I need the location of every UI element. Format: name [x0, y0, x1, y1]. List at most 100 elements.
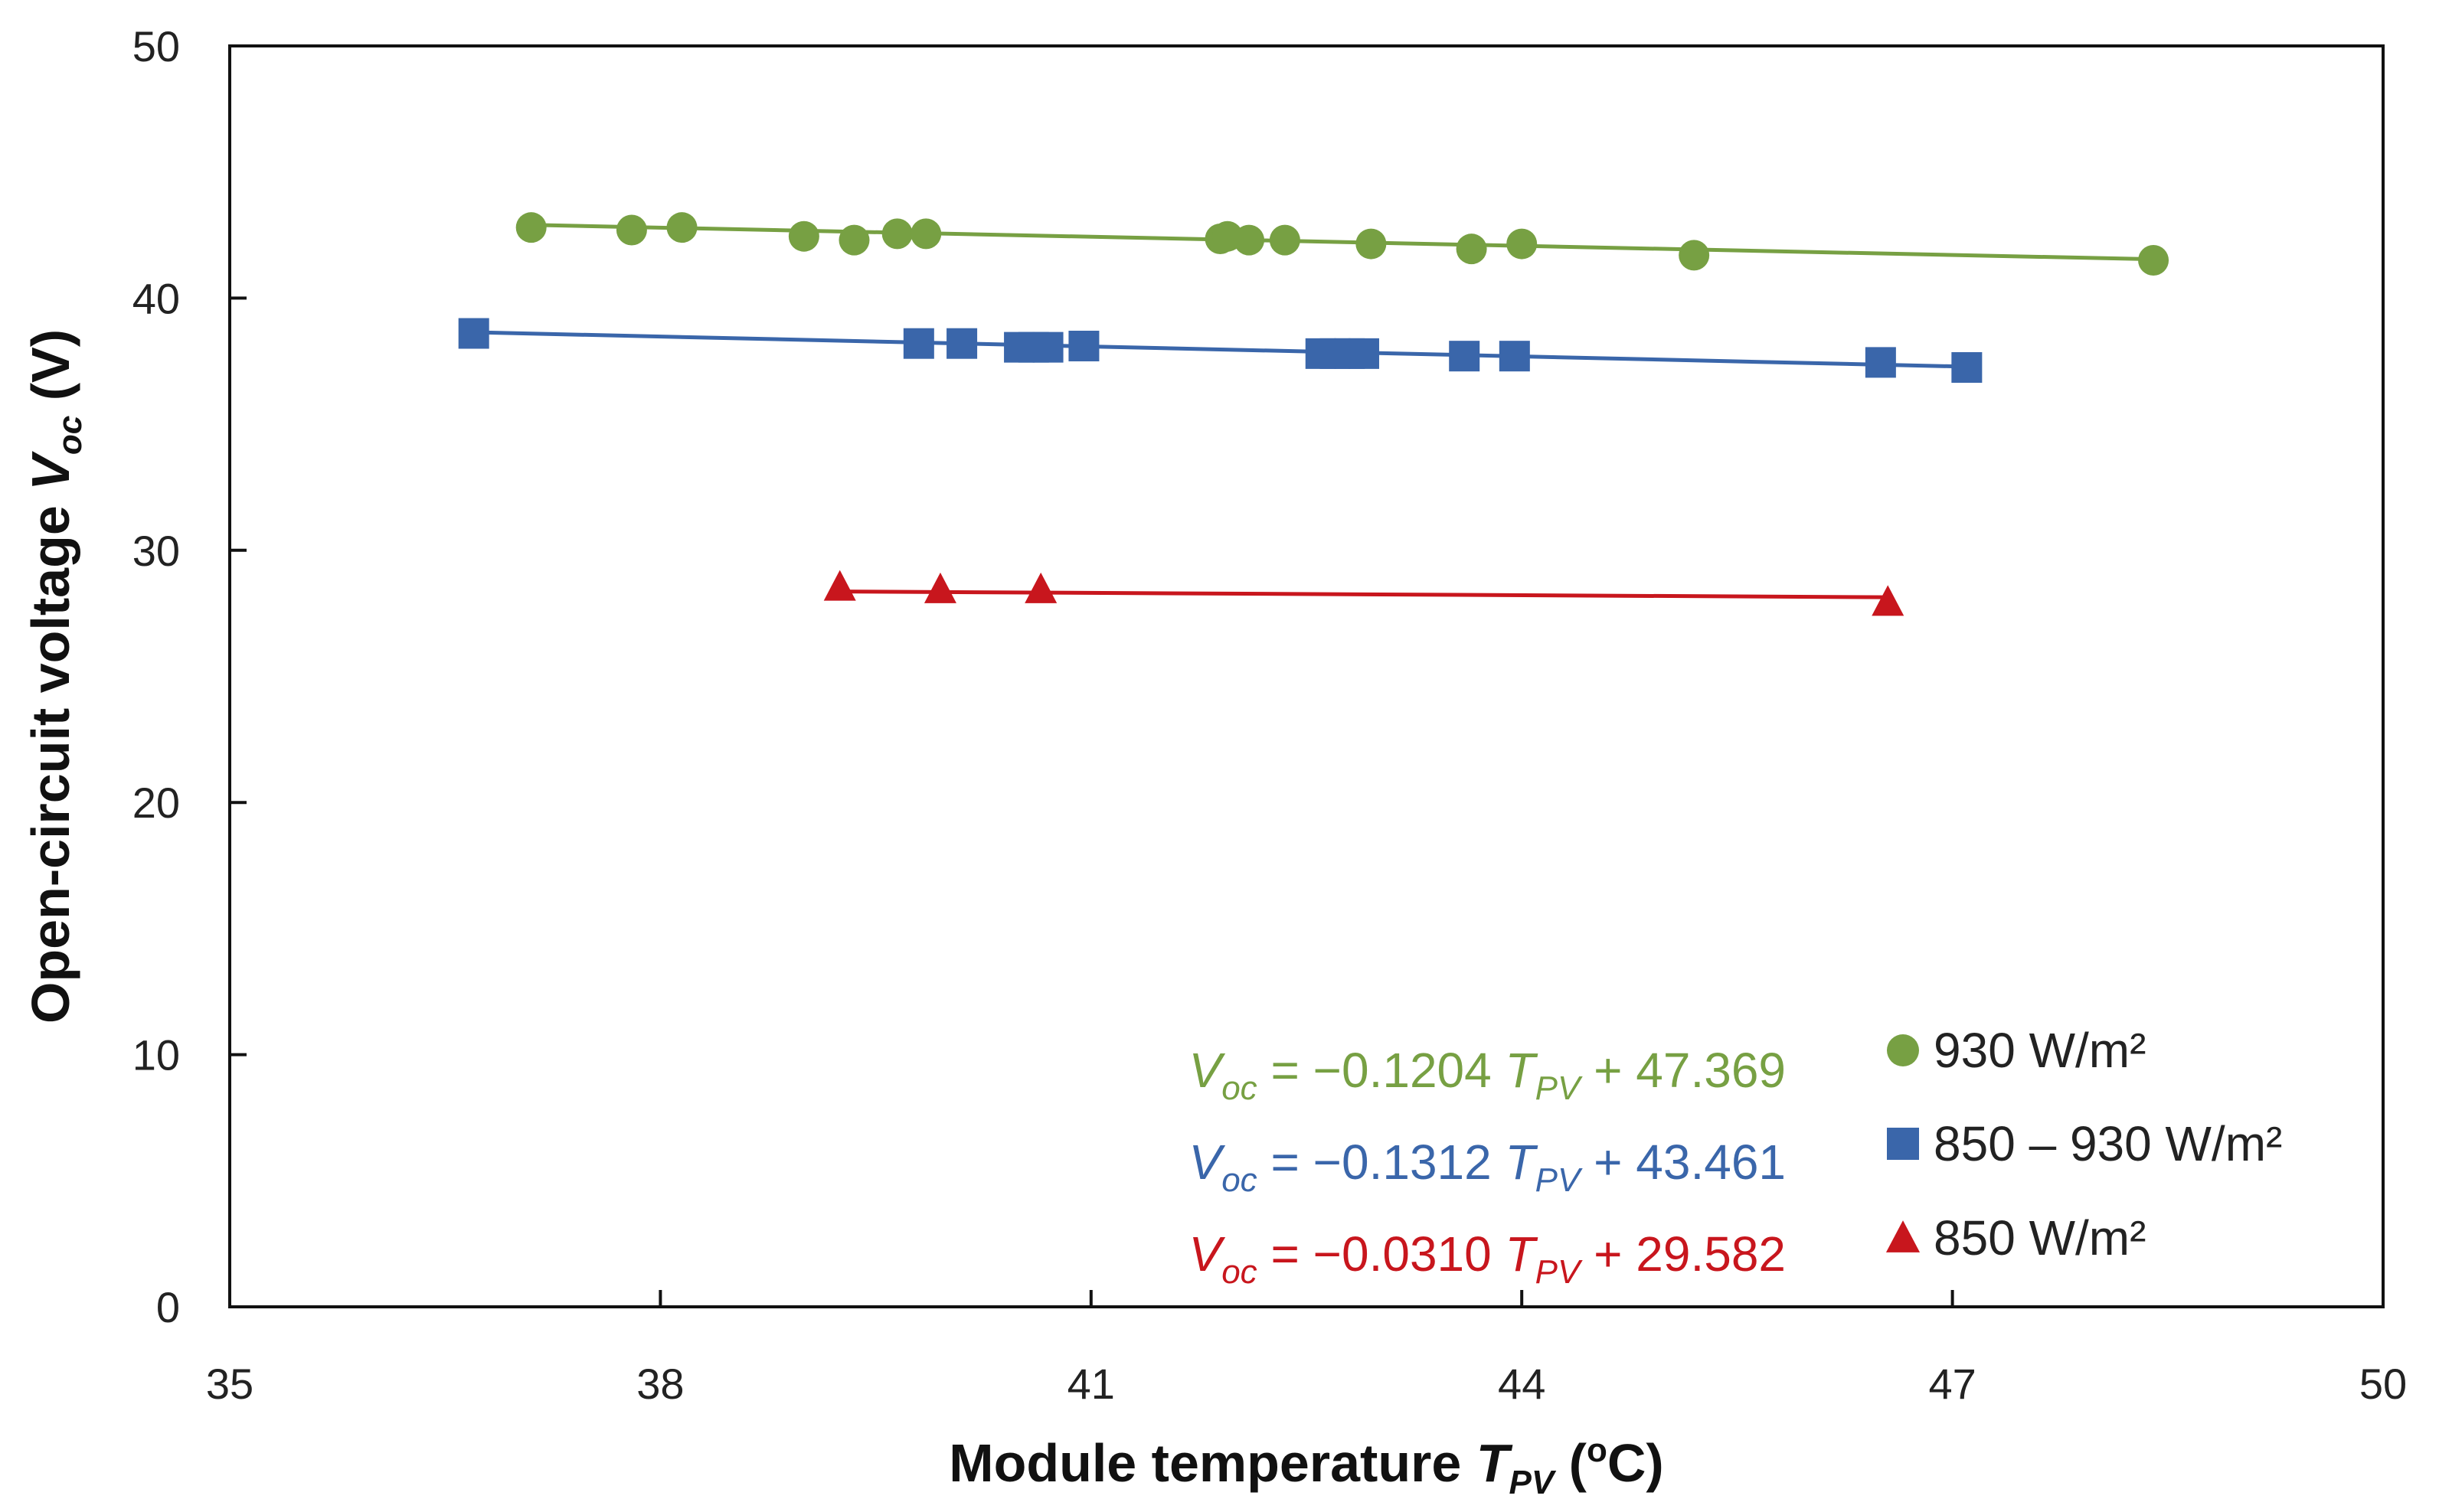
y-axis-title-text: Open-circuit voltage	[21, 491, 80, 1024]
equation-triangle: Voc = −0.0310 TPV + 29.582	[1189, 1226, 1787, 1291]
data-point-circle	[616, 214, 647, 246]
data-point-circle	[788, 220, 819, 252]
equation-variable: T	[1506, 1135, 1538, 1190]
data-point-circle	[911, 218, 942, 250]
equation-lhs: V	[1189, 1135, 1226, 1190]
data-points-layer	[458, 212, 2169, 616]
data-point-square	[1032, 331, 1064, 363]
x-tick-label: 38	[636, 1360, 684, 1408]
plot-frame	[228, 44, 2385, 1308]
x-axis-title-symbol: T	[1476, 1433, 1513, 1493]
equation-equals: =	[1257, 1226, 1313, 1282]
equation-equals: =	[1257, 1135, 1313, 1190]
equation-lhs: V	[1189, 1043, 1226, 1098]
y-tick-label: 0	[156, 1283, 180, 1331]
y-axis-title-symbol: V	[21, 451, 80, 491]
x-axis-title: Module temperature TPV (oC)	[949, 1432, 1663, 1501]
equation-lhs: V	[1189, 1226, 1226, 1282]
y-tick-label: 20	[132, 779, 180, 827]
data-point-circle	[666, 212, 698, 243]
equation-plus: +	[1580, 1135, 1636, 1190]
legend-marker-square	[1887, 1128, 1919, 1160]
y-tick-label: 10	[132, 1031, 180, 1079]
equation-variable-sub: PV	[1535, 1253, 1583, 1291]
equation-constant: 43.461	[1636, 1135, 1786, 1190]
data-point-square	[1865, 347, 1896, 378]
data-point-circle	[1269, 224, 1300, 256]
data-point-square	[1499, 341, 1530, 372]
y-axis-title-unit: (V)	[21, 329, 80, 416]
legend-item-circle: 930 W/m²	[1887, 1023, 2146, 1078]
equation-plus: +	[1580, 1043, 1636, 1098]
labels-layer: 35 38 41 44 47 50 0 10 20 30 40 50 Module temperatur…	[21, 22, 2407, 1501]
y-tick-label: 50	[132, 22, 180, 70]
legend-label-triangle: 850 W/m²	[1934, 1210, 2146, 1265]
equation-variable-sub: PV	[1535, 1161, 1583, 1199]
x-tick-label: 35	[206, 1360, 253, 1408]
equation-variable-sub: PV	[1535, 1070, 1583, 1107]
data-point-circle	[881, 218, 913, 250]
legend-marker-circle	[1887, 1034, 1919, 1066]
data-point-circle	[839, 224, 870, 256]
data-point-circle	[1234, 224, 1265, 256]
data-point-triangle	[1872, 585, 1904, 616]
fit-lines-layer	[473, 223, 2154, 599]
data-point-circle	[2138, 244, 2169, 276]
equation-variable: T	[1506, 1043, 1538, 1098]
fit-line-square	[473, 330, 1967, 369]
equation-lhs-sub: oc	[1221, 1161, 1257, 1199]
equation-plus: +	[1580, 1226, 1636, 1282]
data-point-square	[1449, 341, 1480, 372]
data-point-square	[903, 328, 934, 359]
legend-item-square: 850 – 930 W/m²	[1887, 1116, 2282, 1171]
equation-coefficient: −0.1204	[1313, 1043, 1506, 1098]
data-point-circle	[515, 212, 547, 243]
equation-coefficient: −0.1312	[1313, 1135, 1506, 1190]
y-axis-title-symbol-sub: oc	[51, 416, 89, 455]
equation-constant: 29.582	[1636, 1226, 1786, 1282]
x-axis-title-unit-open: (	[1554, 1433, 1587, 1493]
legend-item-triangle: 850 W/m²	[1885, 1210, 2146, 1265]
equation-equals: =	[1257, 1043, 1313, 1098]
x-axis-title-unit-sup: o	[1587, 1432, 1607, 1469]
data-point-circle	[1506, 228, 1538, 260]
data-point-circle	[1355, 228, 1387, 260]
legend: 930 W/m² 850 – 930 W/m² 850 W/m²	[1885, 1023, 2282, 1265]
data-point-square	[458, 318, 489, 349]
data-point-triangle	[823, 570, 856, 601]
equation-variable: T	[1506, 1226, 1538, 1282]
equation-lhs-sub: oc	[1221, 1070, 1257, 1107]
equation-square: Voc = −0.1312 TPV + 43.461	[1189, 1135, 1787, 1199]
x-axis-title-text: Module temperature	[949, 1433, 1476, 1493]
equation-constant: 47.369	[1636, 1043, 1786, 1098]
x-axis-title-unit-close: C)	[1607, 1433, 1664, 1493]
y-axis-title: Open-circuit voltage Voc (V)	[21, 329, 89, 1024]
data-point-triangle	[1025, 572, 1058, 603]
data-point-triangle	[924, 572, 956, 603]
x-tick-label: 41	[1067, 1360, 1115, 1408]
data-point-circle	[1456, 233, 1487, 265]
x-tick-label: 50	[2359, 1360, 2407, 1408]
fit-line-triangle	[839, 589, 1888, 599]
data-point-square	[1068, 330, 1100, 361]
x-tick-label: 47	[1928, 1360, 1976, 1408]
y-tick-label: 30	[132, 527, 180, 575]
x-axis-title-symbol-sub: PV	[1509, 1464, 1556, 1501]
legend-marker-triangle	[1885, 1220, 1921, 1252]
x-tick-label: 44	[1498, 1360, 1545, 1408]
y-tick-label: 40	[132, 274, 180, 322]
data-point-square	[947, 328, 978, 359]
data-point-circle	[1679, 240, 1710, 271]
fit-line-circle	[531, 223, 2154, 262]
data-point-square	[1348, 338, 1379, 369]
data-point-square	[1951, 351, 1983, 383]
axes-layer	[228, 44, 2385, 1308]
legend-label-square: 850 – 930 W/m²	[1934, 1116, 2282, 1171]
equation-lhs-sub: oc	[1221, 1253, 1257, 1291]
equation-coefficient: −0.0310	[1313, 1226, 1506, 1282]
equation-circle: Voc = −0.1204 TPV + 47.369	[1189, 1043, 1787, 1107]
legend-label-circle: 930 W/m²	[1934, 1023, 2146, 1078]
